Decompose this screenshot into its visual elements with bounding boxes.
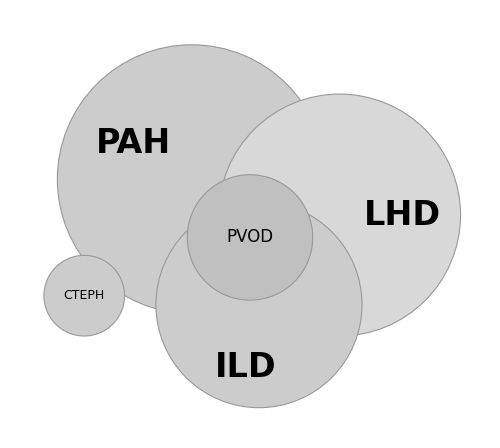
Text: ILD: ILD	[214, 351, 276, 384]
Circle shape	[188, 175, 312, 300]
Text: CTEPH: CTEPH	[64, 289, 105, 302]
Text: PVOD: PVOD	[226, 228, 274, 246]
Text: LHD: LHD	[364, 198, 441, 232]
Circle shape	[44, 255, 124, 336]
Circle shape	[156, 202, 362, 408]
Circle shape	[218, 94, 460, 336]
Text: PAH: PAH	[96, 127, 171, 160]
Circle shape	[58, 45, 326, 314]
